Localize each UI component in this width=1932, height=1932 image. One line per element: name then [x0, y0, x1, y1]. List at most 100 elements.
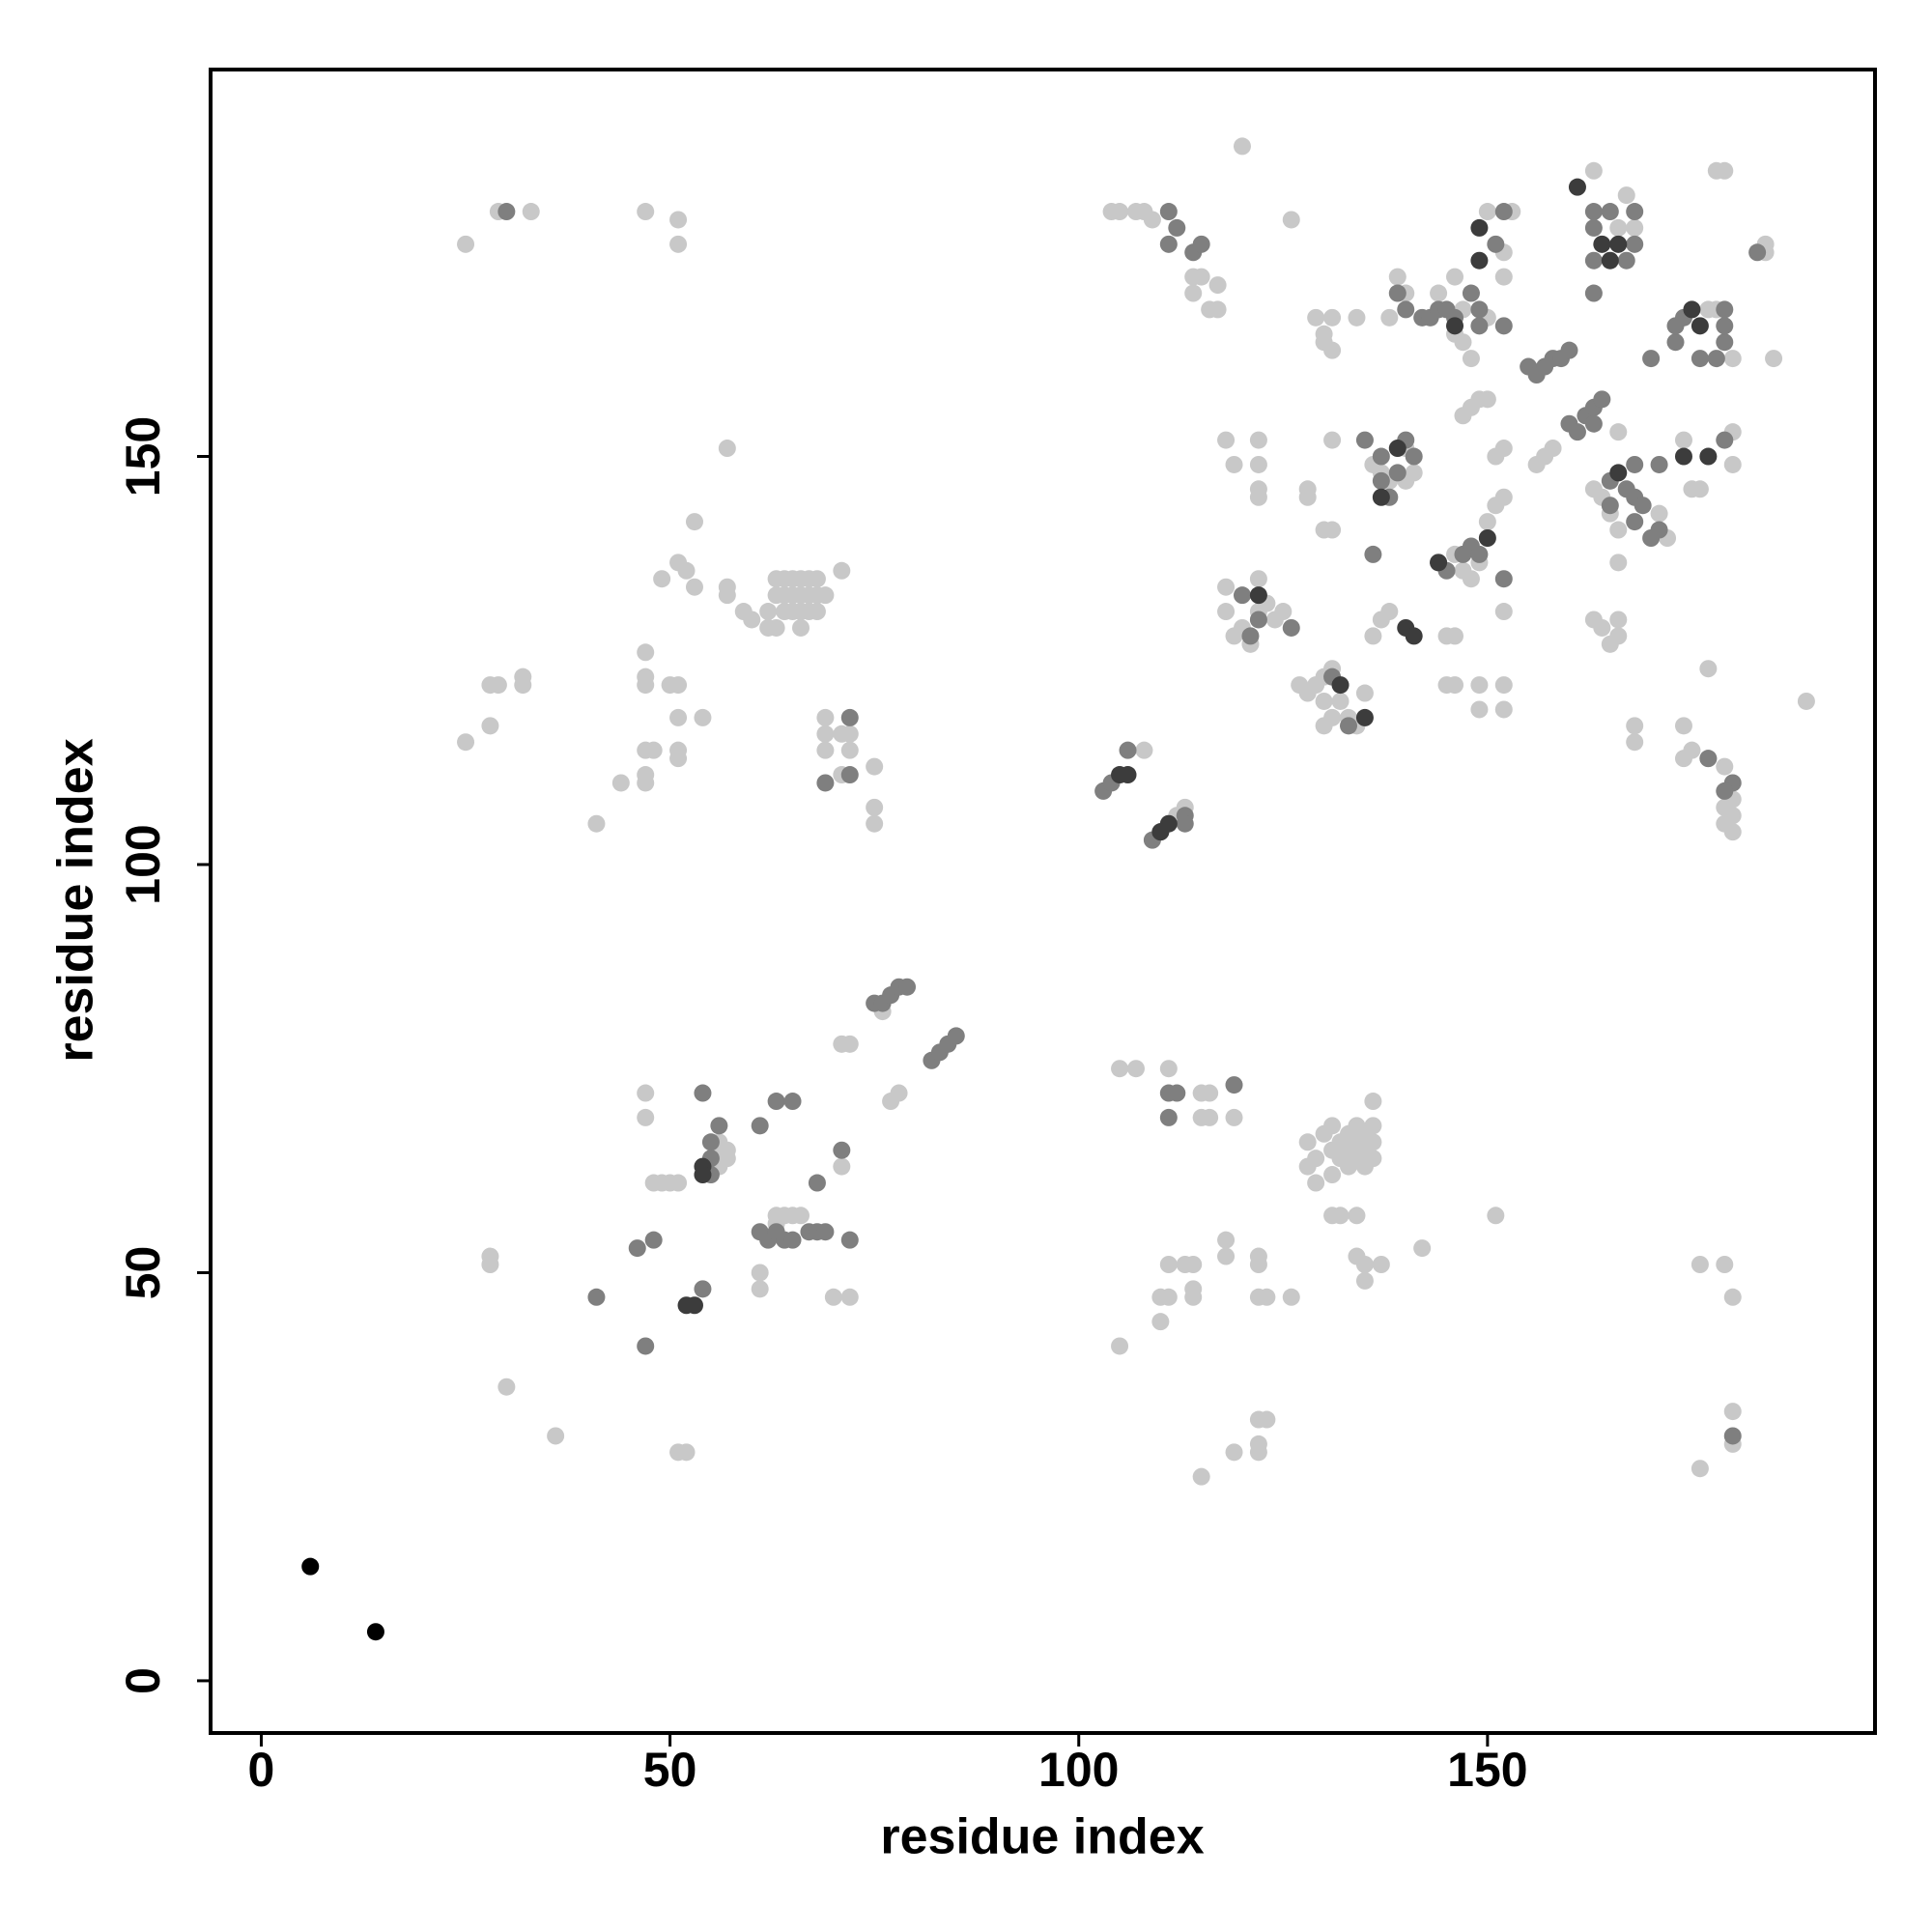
point: [1430, 284, 1448, 302]
point: [1355, 1271, 1374, 1290]
point: [514, 668, 532, 686]
point: [1716, 317, 1734, 335]
point: [1217, 1247, 1236, 1265]
point: [1716, 1256, 1734, 1274]
point: [489, 676, 507, 695]
point: [669, 235, 688, 253]
point: [1683, 300, 1701, 319]
point: [1446, 676, 1464, 695]
point: [1249, 431, 1267, 449]
point: [1494, 570, 1513, 588]
point: [1707, 350, 1725, 368]
point: [1119, 766, 1137, 784]
point: [1380, 603, 1399, 621]
point: [1609, 521, 1628, 539]
point: [1470, 300, 1489, 319]
point: [1249, 488, 1267, 506]
point: [1716, 300, 1734, 319]
point: [1159, 203, 1178, 221]
point: [1397, 300, 1415, 319]
point: [898, 978, 917, 996]
point: [767, 1093, 785, 1111]
point: [1642, 350, 1661, 368]
point: [1470, 700, 1489, 719]
point: [694, 1166, 712, 1184]
point: [718, 440, 736, 458]
point: [1323, 521, 1342, 539]
point: [816, 1223, 835, 1241]
point: [1364, 1117, 1382, 1135]
point: [1323, 1166, 1342, 1184]
point: [1388, 268, 1406, 286]
point: [1462, 284, 1480, 302]
point: [457, 235, 475, 253]
point: [1593, 235, 1611, 253]
point: [1470, 676, 1489, 695]
point: [840, 766, 859, 784]
point: [1716, 431, 1734, 449]
point: [1568, 178, 1586, 196]
point: [1355, 684, 1374, 702]
point: [1626, 455, 1644, 473]
point: [1258, 1410, 1276, 1429]
point: [1584, 284, 1603, 302]
point: [1217, 431, 1236, 449]
point: [1282, 1288, 1300, 1306]
point: [1364, 545, 1382, 563]
point: [1487, 1207, 1505, 1225]
point: [1151, 1313, 1170, 1331]
point: [1690, 350, 1709, 368]
point: [833, 1157, 851, 1176]
point: [637, 1337, 655, 1355]
point: [481, 717, 499, 735]
point: [1298, 1133, 1317, 1151]
y-axis-title: residue index: [48, 738, 104, 1062]
point: [1765, 350, 1783, 368]
point: [1584, 414, 1603, 433]
point: [1217, 578, 1236, 596]
point: [1274, 603, 1293, 621]
point: [1609, 218, 1628, 237]
point: [890, 1084, 908, 1102]
point: [759, 603, 778, 621]
point: [1233, 586, 1251, 605]
point: [1159, 1256, 1178, 1274]
point: [1716, 333, 1734, 352]
point: [840, 724, 859, 743]
point: [1192, 1467, 1210, 1486]
point: [677, 1443, 696, 1462]
point: [637, 774, 655, 792]
point: [1159, 235, 1178, 253]
point: [685, 513, 703, 531]
point: [1151, 823, 1170, 841]
point: [1674, 717, 1692, 735]
point: [1388, 284, 1406, 302]
point: [767, 570, 785, 588]
x-tick-label: 150: [1447, 1743, 1527, 1797]
point: [1478, 528, 1496, 547]
point: [1626, 513, 1644, 531]
point: [1699, 447, 1718, 466]
point: [1388, 464, 1406, 482]
y-tick-label: 100: [116, 824, 170, 904]
point: [677, 1296, 696, 1315]
point: [1609, 423, 1628, 441]
y-tick-label: 150: [116, 416, 170, 497]
point: [1201, 1108, 1219, 1126]
point: [816, 774, 835, 792]
point: [824, 1288, 842, 1306]
point: [1716, 814, 1734, 833]
point: [685, 578, 703, 596]
point: [1478, 513, 1496, 531]
point: [1494, 700, 1513, 719]
point: [1723, 1427, 1742, 1445]
point: [1192, 268, 1210, 286]
point: [840, 1288, 859, 1306]
point: [1111, 1337, 1129, 1355]
point: [1225, 1076, 1243, 1094]
point: [1723, 1288, 1742, 1306]
point: [1372, 488, 1390, 506]
point: [1323, 1117, 1342, 1135]
